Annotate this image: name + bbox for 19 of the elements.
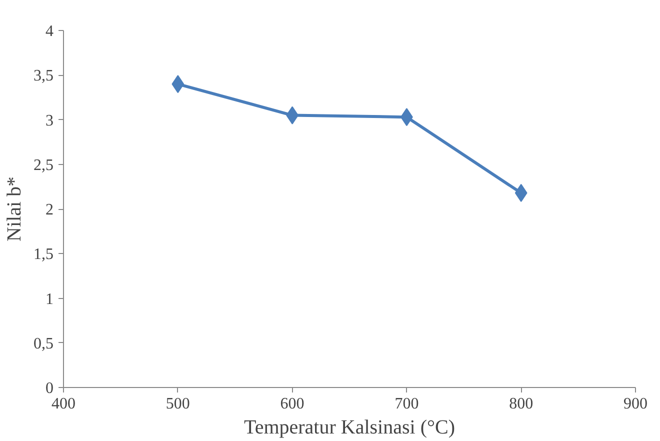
x-tick-label: 800 (509, 396, 534, 412)
x-tick-label: 600 (280, 396, 304, 412)
y-tick-label: 3 (46, 112, 54, 130)
x-tick-label: 700 (394, 396, 419, 412)
x-tick-label: 500 (166, 396, 190, 412)
x-tick-label: 400 (52, 396, 76, 412)
point (514, 184, 528, 202)
y-axis-title: Nilai b* (4, 176, 26, 242)
y-tick-label: 4 (46, 23, 54, 40)
point (172, 75, 184, 94)
y-tick-label: 0 (46, 380, 54, 397)
y-tick-label: 1 (46, 290, 54, 308)
y-tick-label: 0,5 (34, 335, 54, 352)
y-tick-label: 2 (46, 202, 54, 218)
x-axis-title: Temperatur Kalsinasi (°C) (244, 416, 455, 438)
y-tick-label: 2,5 (34, 156, 54, 174)
x-tick-label: 900 (624, 396, 648, 412)
y-tick-label: 1,5 (34, 246, 54, 264)
y-tick-label: 3,5 (34, 68, 54, 85)
